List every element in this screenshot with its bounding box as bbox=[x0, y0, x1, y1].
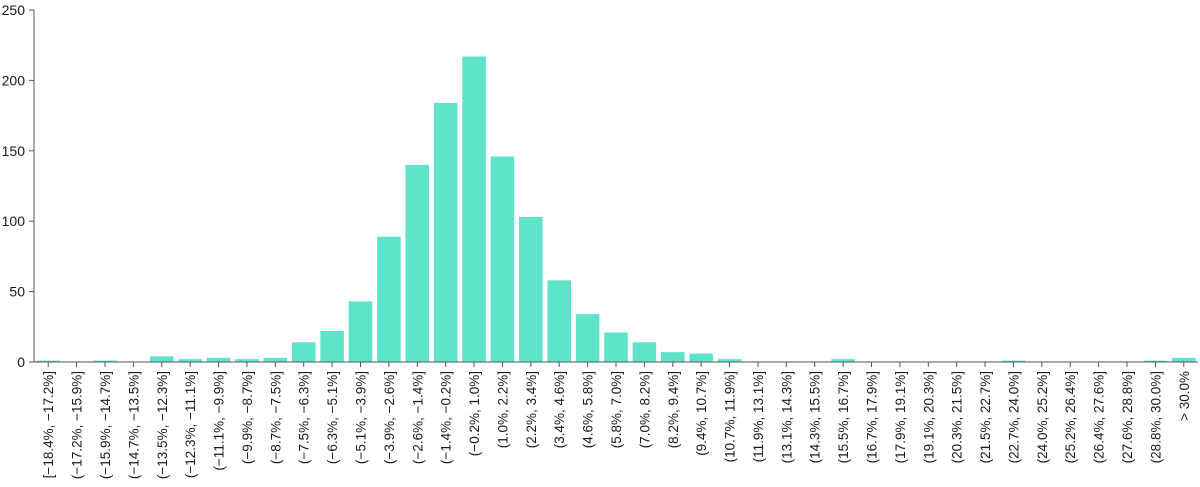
bar-6 bbox=[206, 357, 231, 362]
x-tick-label-25: (11.9%, 13.1%] bbox=[751, 371, 766, 462]
x-tick-label-9: (−7.5%, −6.3%] bbox=[297, 371, 312, 464]
x-tick-label-39: (28.8%, 30.0%] bbox=[1148, 371, 1163, 463]
bar-4 bbox=[149, 356, 174, 362]
y-tick-label-3: 150 bbox=[2, 143, 26, 159]
x-tick-label-19: (4.6%, 5.8%] bbox=[581, 371, 596, 448]
bar-22 bbox=[660, 352, 685, 362]
x-tick-label-5: (−12.3%, −11.1%] bbox=[183, 371, 198, 478]
x-tick-label-33: (21.5%, 22.7%] bbox=[978, 371, 993, 463]
x-tick-label-12: (−3.9%, −2.6%] bbox=[382, 371, 397, 464]
bar-11 bbox=[348, 301, 373, 362]
y-axis-ticks: 0 50 100 150 200 250 bbox=[2, 2, 34, 370]
bar-13 bbox=[405, 164, 430, 362]
y-tick-label-5: 250 bbox=[2, 2, 26, 18]
x-tick-label-36: (25.2%, 26.4%] bbox=[1063, 371, 1078, 463]
bar-12 bbox=[377, 236, 401, 362]
x-tick-label-7: (−9.9%, −8.7%] bbox=[240, 371, 255, 464]
x-tick-label-15: (−0.2%, 1.0%] bbox=[467, 371, 482, 456]
x-tick-label-17: (2.2%, 3.4%] bbox=[524, 371, 539, 448]
x-tick-label-38: (27.6%, 28.8%] bbox=[1120, 371, 1135, 463]
x-tick-label-26: (13.1%, 14.3%] bbox=[779, 371, 794, 463]
x-tick-label-16: (1.0%, 2.2%] bbox=[495, 371, 510, 448]
bar-7 bbox=[235, 359, 259, 362]
bars bbox=[36, 56, 1196, 363]
x-tick-label-2: (−15.9%, −14.7%] bbox=[98, 371, 113, 479]
x-tick-label-35: (24.0%, 25.2%] bbox=[1035, 371, 1050, 463]
bar-23 bbox=[689, 353, 713, 362]
x-axis-ticks: [−18.4%, −17.2%] (−17.2%, −15.9%] (−15.9%,… bbox=[41, 362, 1192, 479]
x-tick-label-23: (9.4%, 10.7%] bbox=[694, 371, 709, 456]
bar-10 bbox=[320, 331, 344, 362]
bar-5 bbox=[178, 359, 202, 362]
x-tick-label-10: (−6.3%, −5.1%] bbox=[325, 371, 340, 464]
bar-21 bbox=[632, 342, 657, 362]
x-tick-label-3: (−14.7%, −13.5%] bbox=[126, 371, 141, 479]
bar-8 bbox=[263, 357, 288, 362]
x-tick-label-34: (22.7%, 24.0%] bbox=[1006, 371, 1021, 463]
bar-2 bbox=[93, 360, 117, 362]
x-tick-label-24: (10.7%, 11.9%] bbox=[723, 371, 738, 462]
x-tick-label-1: (−17.2%, −15.9%] bbox=[70, 371, 85, 479]
x-tick-label-31: (19.1%, 20.3%] bbox=[921, 371, 936, 463]
bar-15 bbox=[462, 56, 486, 363]
bar-18 bbox=[547, 280, 572, 362]
x-tick-label-4: (−13.5%, −12.3%] bbox=[155, 371, 170, 479]
bar-0 bbox=[36, 360, 60, 362]
bar-34 bbox=[1001, 360, 1026, 362]
x-tick-label-27: (14.3%, 15.5%] bbox=[808, 371, 823, 463]
y-tick-label-2: 100 bbox=[2, 213, 26, 229]
x-tick-label-20: (5.8%, 7.0%] bbox=[609, 371, 624, 448]
bar-24 bbox=[717, 359, 742, 362]
y-tick-label-0: 0 bbox=[17, 354, 25, 370]
bar-16 bbox=[490, 156, 515, 362]
bar-17 bbox=[519, 216, 543, 362]
x-tick-label-14: (−1.4%, −0.2%] bbox=[439, 371, 454, 464]
y-tick-label-4: 200 bbox=[2, 72, 26, 88]
x-tick-label-29: (16.7%, 17.9%] bbox=[865, 371, 880, 463]
y-tick-label-1: 50 bbox=[9, 284, 25, 300]
x-tick-label-18: (3.4%, 4.6%] bbox=[552, 371, 567, 448]
x-tick-label-8: (−8.7%, −7.5%] bbox=[268, 371, 283, 464]
bar-28 bbox=[831, 359, 855, 362]
x-tick-label-32: (20.3%, 21.5%] bbox=[950, 371, 965, 463]
bar-20 bbox=[604, 332, 628, 362]
bar-40 bbox=[1172, 357, 1196, 362]
x-tick-label-11: (−5.1%, −3.9%] bbox=[353, 371, 368, 464]
x-tick-label-6: (−11.1%, −9.9%] bbox=[212, 371, 227, 471]
x-tick-label-22: (8.2%, 9.4%] bbox=[666, 371, 681, 448]
x-tick-label-28: (15.5%, 16.7%] bbox=[836, 371, 851, 463]
bar-9 bbox=[291, 342, 316, 362]
x-tick-label-37: (26.4%, 27.6%] bbox=[1092, 371, 1107, 463]
x-tick-label-30: (17.9%, 19.1%] bbox=[893, 371, 908, 463]
bar-39 bbox=[1143, 360, 1168, 362]
x-tick-label-21: (7.0%, 8.2%] bbox=[637, 371, 652, 448]
bar-14 bbox=[433, 102, 458, 362]
x-tick-label-0: [−18.4%, −17.2%] bbox=[41, 371, 56, 478]
bar-19 bbox=[575, 314, 600, 362]
x-tick-label-40: > 30.0% bbox=[1177, 371, 1192, 421]
x-tick-label-13: (−2.6%, −1.4%] bbox=[410, 371, 425, 464]
